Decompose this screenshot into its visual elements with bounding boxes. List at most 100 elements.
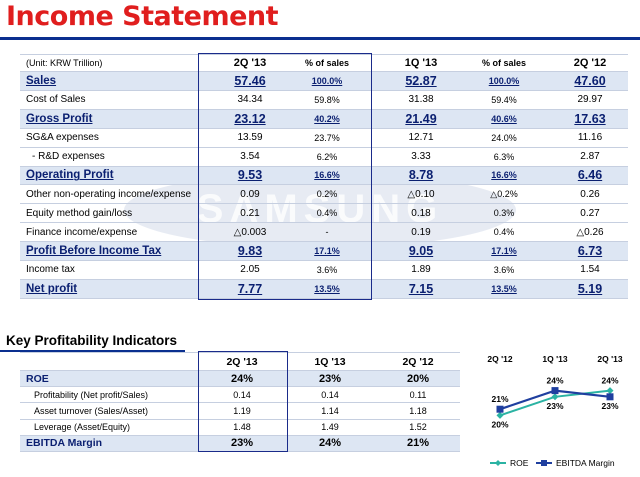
value-cell: 21.49 [405,111,437,126]
value-cell: △0.26 [576,226,604,238]
value-cell: 57.46 [234,73,266,88]
table-row: Income tax 2.05 3.6% 1.89 3.6% 1.54 [20,260,628,279]
row-label: Gross Profit [26,112,93,125]
table-row: Operating Profit 9.53 16.6% 8.78 16.6% 6.46 [20,165,628,185]
value-cell: 23.12 [234,111,266,126]
column-header: 1Q '13 [404,57,438,69]
kpi-value-cell: 23% [230,437,254,450]
value-cell: 0.09 [240,188,260,200]
value-cell: 2.87 [580,151,600,163]
chart-category-label: 2Q '13 [597,354,622,364]
table-bottom-rule [20,297,628,299]
table-header-row: (Unit: KRW Trillion) 2Q '13 % of sales 1Q '… [20,54,628,71]
percent-cell: - [325,227,329,238]
row-label: Income tax [26,264,75,276]
percent-cell: 59.8% [314,94,340,105]
svg-text:SAMSUNG: SAMSUNG [197,187,443,231]
table-row: Profit Before Income Tax 9.83 17.1% 9.05 17.… [20,241,628,260]
kpi-value-cell: 1.19 [233,405,251,416]
row-label: Equity method gain/loss [26,207,133,219]
kpi-header-row: 2Q '13 1Q '13 2Q '12 [20,352,460,370]
kpi-value-cell: 1.52 [409,422,427,433]
kpi-value-cell: 1.18 [409,405,427,416]
kpi-row: Leverage (Asset/Equity) 1.48 1.49 1.52 [20,418,460,435]
percent-cell: 40.2% [314,113,340,124]
value-cell: △0.10 [407,188,435,200]
percent-cell: 40.6% [491,113,517,124]
kpi-value-cell: 1.48 [233,422,251,433]
kpi-row-label: Profitability (Net profit/Sales) [34,389,149,400]
table-row: - R&D expenses 3.54 6.2% 3.33 6.3% 2.87 [20,146,628,166]
kpi-value-cell: 0.14 [321,389,339,400]
kpi-row-label: ROE [26,372,49,385]
roe-data-point [606,387,614,395]
row-label: Cost of Sales [26,94,86,106]
column-header: % of sales [304,58,350,68]
table-row: Gross Profit 23.12 40.2% 21.49 40.6% 17.63 [20,108,628,128]
column-header: 2Q '12 [573,57,607,69]
percent-cell: △0.2% [490,188,518,199]
kpi-value-cell: 24% [230,372,254,385]
percent-cell: 13.5% [491,283,517,294]
percent-cell: 0.2% [316,189,338,200]
ebitda-data-point [496,405,504,413]
kpi-value-cell: 20% [406,372,430,385]
kpi-row: Profitability (Net profit/Sales) 0.14 0.14… [20,386,460,402]
percent-cell: 13.5% [314,283,340,294]
column-header: 2Q '13 [233,57,267,69]
percent-cell: 0.4% [493,227,515,238]
row-label: Other non-operating income/expense [26,188,192,200]
data-label: 20% [491,419,508,429]
kpi-row-label: EBITDA Margin [26,437,103,450]
percent-cell: 16.6% [314,170,340,181]
ebitda-data-point [551,387,559,395]
value-cell: 9.05 [408,244,434,259]
percent-cell: 17.1% [314,246,340,257]
kpi-row: ROE 24% 23% 20% [20,370,460,387]
table-row: Equity method gain/loss 0.21 0.4% 0.18 0.3% 0… [20,203,628,222]
value-cell: 31.38 [408,94,434,106]
table-row: Net profit 7.77 13.5% 7.15 13.5% 5.19 [20,278,628,298]
data-label: 23% [546,401,563,411]
kpi-section-title: Key Profitability Indicators [6,333,178,348]
percent-cell: 6.2% [316,151,338,162]
kpi-row-label: Leverage (Asset/Equity) [34,422,131,433]
value-cell: 0.19 [411,226,431,238]
value-cell: 9.53 [237,168,263,183]
percent-cell: 23.7% [314,132,340,143]
percent-cell: 17.1% [491,246,517,257]
value-cell: 29.97 [577,94,603,106]
value-cell: 6.73 [577,244,603,259]
kpi-value-cell: 24% [318,437,342,450]
table-row: SG&A expenses 13.59 23.7% 12.71 24.0% 11.16 [20,127,628,147]
kpi-value-cell: 21% [406,437,430,450]
kpi-title-underline [0,350,185,352]
value-cell: 11.16 [577,132,603,144]
value-cell: 7.15 [408,281,434,296]
kpi-value-cell: 23% [318,372,342,385]
kpi-row: EBITDA Margin 23% 24% 21% [20,434,460,451]
samsung-watermark-logo: SAMSUNG [124,172,516,248]
data-label: 23% [601,401,618,411]
value-cell: 3.54 [240,151,260,163]
value-cell: 34.34 [237,94,263,106]
row-label: Finance income/expense [26,226,138,238]
kpi-row-label: Asset turnover (Sales/Asset) [34,405,149,416]
value-cell: 8.78 [408,168,434,183]
percent-cell: 59.4% [491,94,517,105]
value-cell: 5.19 [577,281,603,296]
percent-cell: 100.0% [488,75,520,86]
percent-cell: 100.0% [311,75,343,86]
percent-cell: 3.6% [316,264,338,275]
row-label: Net profit [26,282,78,295]
kpi-value-cell: 0.14 [233,389,251,400]
data-label: 24% [601,376,618,386]
value-cell: 6.46 [577,168,603,183]
chart-category-label: 1Q '13 [542,354,567,364]
kpi-row: Asset turnover (Sales/Asset) 1.19 1.14 1.18 [20,402,460,418]
kpi-value-cell: 1.14 [321,405,339,416]
data-label: 21% [491,394,508,404]
value-cell: 9.83 [237,244,263,259]
table-row: Sales 57.46 100.0% 52.87 100.0% 47.60 [20,71,628,90]
percent-cell: 0.3% [493,208,515,219]
